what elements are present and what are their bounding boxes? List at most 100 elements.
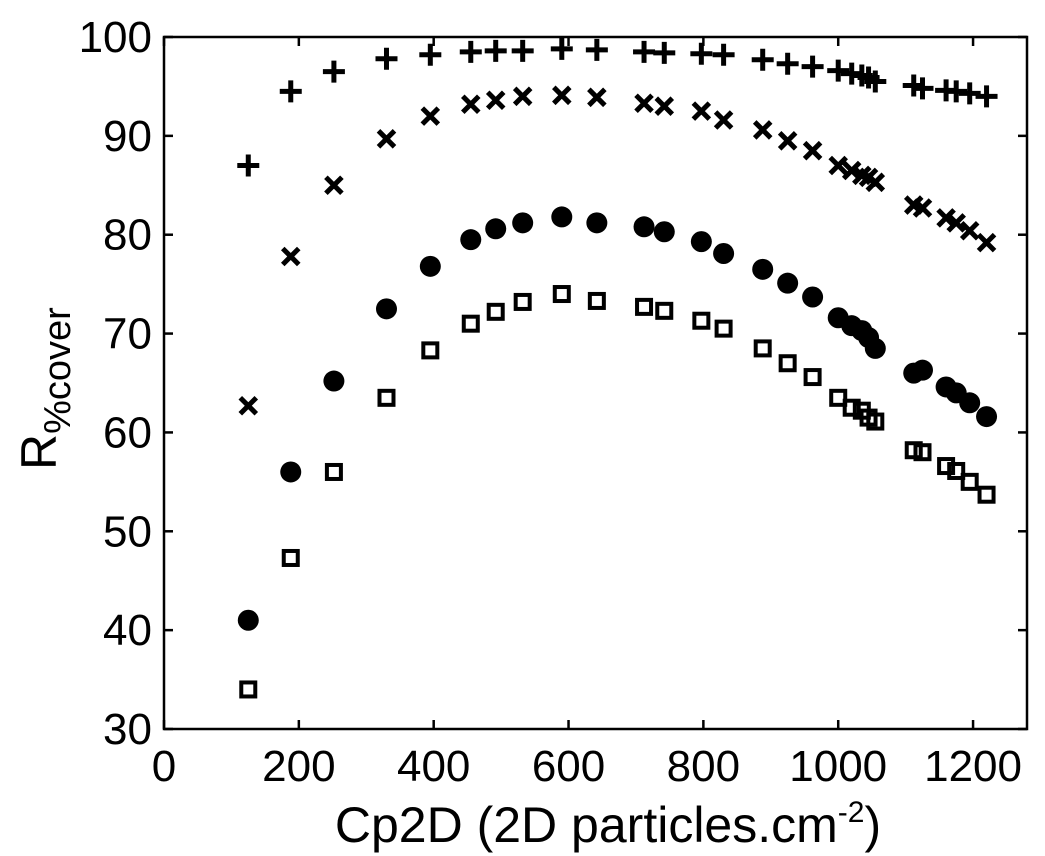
square-marker <box>587 291 606 310</box>
x-tick-label: 0 <box>152 742 176 791</box>
x-marker <box>420 106 441 126</box>
plus-marker <box>322 60 345 83</box>
x-axis-title: Cp2D (2D particles.cm-2) <box>335 796 881 853</box>
x-tick-label: 1000 <box>789 742 887 791</box>
x-axis-ticks <box>162 37 975 729</box>
square-marker <box>655 301 674 320</box>
y-tick-label: 30 <box>103 705 152 754</box>
x-tick-label: 200 <box>262 742 335 791</box>
plus-marker <box>975 85 998 108</box>
x-marker <box>752 120 773 140</box>
plus-marker <box>459 40 482 63</box>
x-axis-title-suffix: ) <box>864 797 881 853</box>
circle-marker <box>586 212 608 234</box>
x-marker <box>654 96 675 116</box>
x-marker <box>828 155 848 176</box>
x-marker <box>461 94 481 114</box>
plus-marker <box>801 55 824 78</box>
y-axis-ticks <box>164 35 1027 731</box>
x-marker <box>936 208 956 228</box>
circle-marker <box>653 221 675 243</box>
x-tick-label: 600 <box>532 742 605 791</box>
plus-marker <box>550 37 573 60</box>
circle-marker <box>752 258 774 280</box>
x-marker <box>324 175 344 196</box>
circle-marker <box>460 229 482 251</box>
y-tick-label: 50 <box>103 507 152 556</box>
circle-marker <box>690 231 712 253</box>
square-marker <box>977 485 996 504</box>
plus-marker <box>864 70 887 93</box>
square-marker <box>714 319 733 338</box>
plus-marker <box>279 80 302 103</box>
circle-marker <box>911 359 933 381</box>
plus-marker <box>237 154 260 177</box>
square-marker <box>486 302 505 321</box>
y-tick-label: 60 <box>103 408 152 457</box>
square-marker <box>461 314 480 333</box>
square-marker <box>803 368 822 387</box>
y-axis-title: R%cover <box>11 307 79 470</box>
circle-marker <box>777 272 799 294</box>
y-axis-title-subscript: %cover <box>37 307 79 434</box>
x-marker <box>976 232 997 253</box>
circle-marker <box>633 216 655 238</box>
square-marker <box>947 461 966 480</box>
x-marker <box>280 246 301 267</box>
x-axis-title-superscript: -2 <box>838 796 865 829</box>
circle-marker <box>323 370 345 392</box>
circle-marker <box>237 609 259 631</box>
x-tick-label: 800 <box>667 742 740 791</box>
circle-marker <box>375 298 397 320</box>
plus-marker <box>585 38 608 61</box>
square-marker <box>552 285 571 304</box>
square-marker <box>635 297 654 316</box>
y-tick-label: 100 <box>79 13 152 62</box>
square-marker <box>937 457 956 476</box>
x-marker <box>946 213 966 233</box>
y-tick-label: 80 <box>103 211 152 260</box>
square-marker <box>829 388 848 407</box>
square-marker <box>960 472 979 491</box>
square-marker <box>239 680 258 699</box>
x-axis-title-main: Cp2D (2D particles.cm <box>335 797 838 853</box>
square-marker <box>753 339 772 358</box>
square-marker <box>377 388 396 407</box>
x-marker <box>959 220 980 241</box>
x-axis-tick-labels: 0 200 400 600 800 1000 1200 <box>152 742 1022 791</box>
y-axis-title-main: R <box>11 434 67 470</box>
circle-marker <box>512 212 534 234</box>
circle-marker <box>419 255 441 277</box>
x-tick-label: 400 <box>397 742 470 791</box>
y-axis-title-group: R%cover <box>11 307 79 470</box>
circle-marker <box>802 286 824 308</box>
y-tick-label: 40 <box>103 606 152 655</box>
plus-marker <box>751 48 774 71</box>
x-marker <box>634 93 654 114</box>
x-marker <box>841 160 862 181</box>
circle-marker <box>485 218 507 240</box>
plot-border <box>162 35 1029 731</box>
y-tick-label: 70 <box>103 310 152 359</box>
x-marker <box>485 90 506 111</box>
plus-marker <box>690 42 713 65</box>
square-marker <box>866 412 885 431</box>
x-marker <box>865 172 886 193</box>
circle-marker <box>976 406 998 428</box>
x-marker <box>777 131 798 151</box>
x-tick-label: 1200 <box>924 742 1022 791</box>
square-marker <box>778 354 797 373</box>
square-marker <box>513 292 532 311</box>
circle-marker <box>959 392 981 414</box>
plot-frame <box>162 35 1029 731</box>
x-marker <box>238 395 259 416</box>
x-marker <box>912 198 933 218</box>
x-marker <box>376 129 397 149</box>
plus-marker <box>911 77 934 100</box>
y-tick-label: 90 <box>103 112 152 161</box>
square-marker <box>324 462 343 481</box>
plus-marker <box>712 43 735 66</box>
x-marker <box>802 140 823 161</box>
y-axis-tick-labels: 30 40 50 60 70 80 90 100 <box>79 13 152 754</box>
